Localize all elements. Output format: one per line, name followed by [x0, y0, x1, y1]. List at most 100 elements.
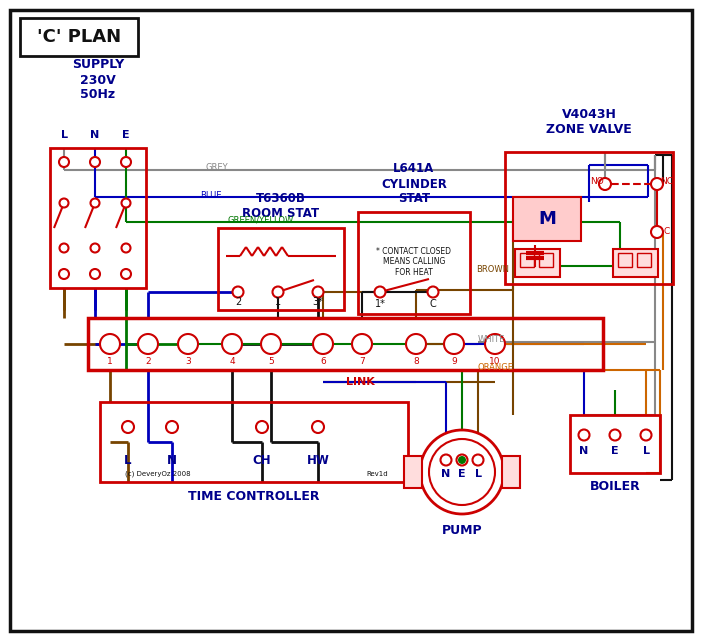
Circle shape: [374, 287, 385, 297]
Text: LINK: LINK: [345, 377, 374, 387]
Text: TIME CONTROLLER: TIME CONTROLLER: [188, 490, 319, 503]
Circle shape: [232, 287, 244, 297]
Text: BROWN: BROWN: [476, 265, 509, 274]
Text: BLUE: BLUE: [200, 190, 222, 199]
Bar: [404, 456, 422, 488]
Text: 1: 1: [107, 358, 113, 367]
Circle shape: [312, 421, 324, 433]
Text: NO: NO: [590, 178, 604, 187]
Circle shape: [456, 454, 468, 465]
Text: * CONTACT CLOSED
MEANS CALLING
FOR HEAT: * CONTACT CLOSED MEANS CALLING FOR HEAT: [376, 247, 451, 277]
Circle shape: [406, 334, 426, 354]
Circle shape: [256, 421, 268, 433]
Text: BOILER: BOILER: [590, 481, 640, 494]
Text: NC: NC: [661, 178, 673, 187]
Text: 2: 2: [145, 358, 151, 367]
Circle shape: [100, 334, 120, 354]
Bar: [520, 253, 534, 267]
Circle shape: [485, 334, 505, 354]
Text: 2: 2: [235, 297, 241, 307]
Bar: [50, 148, 146, 288]
Circle shape: [313, 334, 333, 354]
Bar: [515, 249, 560, 277]
Circle shape: [60, 199, 69, 208]
Text: N: N: [167, 453, 177, 467]
Circle shape: [420, 430, 504, 514]
Text: 3*: 3*: [312, 297, 324, 307]
Circle shape: [444, 334, 464, 354]
Circle shape: [121, 199, 131, 208]
Text: L641A
CYLINDER
STAT: L641A CYLINDER STAT: [381, 163, 447, 206]
Text: GREEN/YELLOW: GREEN/YELLOW: [228, 215, 294, 224]
Text: 6: 6: [320, 358, 326, 367]
Circle shape: [429, 439, 495, 505]
Circle shape: [440, 454, 451, 465]
Text: 8: 8: [413, 358, 419, 367]
Text: PUMP: PUMP: [442, 524, 482, 537]
Circle shape: [428, 287, 439, 297]
Circle shape: [59, 157, 69, 167]
Text: (c) DeveryOz 2008: (c) DeveryOz 2008: [125, 470, 191, 478]
Circle shape: [458, 456, 466, 464]
Circle shape: [599, 178, 611, 190]
Circle shape: [178, 334, 198, 354]
Text: 4: 4: [229, 358, 234, 367]
Text: N: N: [442, 469, 451, 479]
Circle shape: [138, 334, 158, 354]
Bar: [88, 318, 603, 370]
Circle shape: [640, 429, 651, 440]
Text: 5: 5: [268, 358, 274, 367]
Text: 9: 9: [451, 358, 457, 367]
Bar: [570, 415, 660, 473]
Text: 'C' PLAN: 'C' PLAN: [37, 28, 121, 46]
Circle shape: [91, 244, 100, 253]
Text: C: C: [664, 228, 670, 237]
Text: WHITE: WHITE: [478, 335, 505, 344]
Text: N: N: [91, 130, 100, 140]
Circle shape: [651, 178, 663, 190]
Bar: [100, 402, 408, 482]
Text: HW: HW: [307, 453, 329, 467]
Circle shape: [472, 454, 484, 465]
Text: M: M: [538, 210, 556, 228]
Text: E: E: [611, 446, 618, 456]
Text: Rev1d: Rev1d: [366, 471, 388, 477]
Bar: [218, 228, 344, 310]
Text: V4043H
ZONE VALVE: V4043H ZONE VALVE: [546, 108, 632, 136]
Text: 1: 1: [275, 297, 281, 307]
Text: C: C: [430, 299, 437, 309]
Bar: [637, 253, 651, 267]
Circle shape: [121, 244, 131, 253]
Text: 7: 7: [359, 358, 365, 367]
Bar: [20, 18, 138, 56]
Circle shape: [59, 269, 69, 279]
Text: CH: CH: [253, 453, 271, 467]
Text: L: L: [642, 446, 649, 456]
Circle shape: [261, 334, 281, 354]
Circle shape: [272, 287, 284, 297]
Bar: [358, 212, 470, 314]
Bar: [502, 456, 520, 488]
Bar: [539, 253, 553, 267]
Circle shape: [352, 334, 372, 354]
Text: E: E: [122, 130, 130, 140]
Circle shape: [578, 429, 590, 440]
Text: GREY: GREY: [205, 163, 227, 172]
Circle shape: [121, 157, 131, 167]
Text: T6360B
ROOM STAT: T6360B ROOM STAT: [242, 192, 319, 220]
Text: 10: 10: [489, 358, 501, 367]
Text: 1*: 1*: [375, 299, 385, 309]
Text: SUPPLY
230V
50Hz: SUPPLY 230V 50Hz: [72, 58, 124, 101]
Bar: [513, 197, 581, 241]
Text: 3: 3: [185, 358, 191, 367]
Circle shape: [121, 269, 131, 279]
Bar: [505, 152, 673, 284]
Circle shape: [312, 287, 324, 297]
Circle shape: [222, 334, 242, 354]
Text: L: L: [60, 130, 67, 140]
Text: L: L: [475, 469, 482, 479]
Circle shape: [122, 421, 134, 433]
Circle shape: [166, 421, 178, 433]
Bar: [618, 253, 632, 267]
Text: ORANGE: ORANGE: [478, 363, 514, 372]
